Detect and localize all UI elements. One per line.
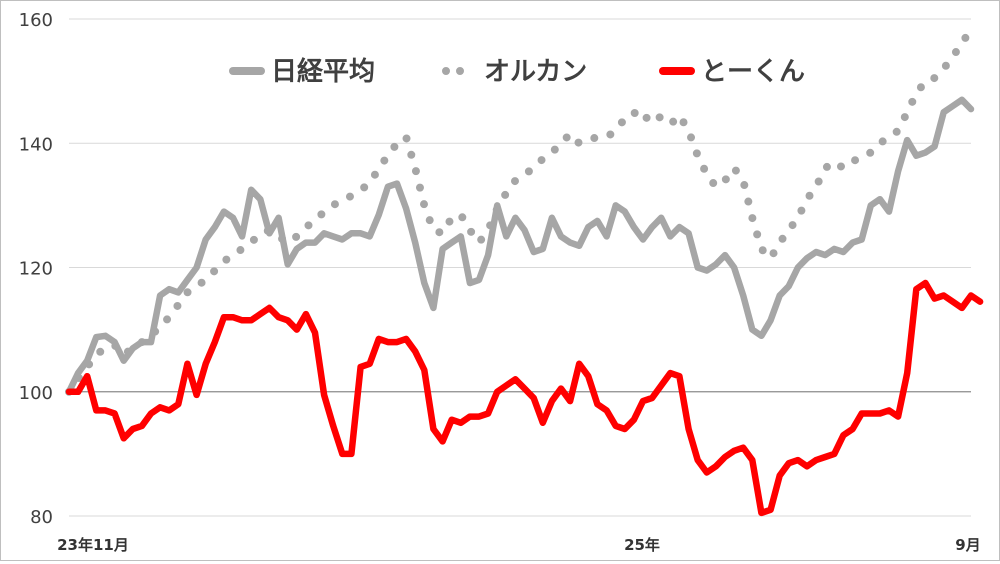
legend-label: オルカン: [484, 57, 587, 87]
legend-label: とーくん: [701, 57, 805, 87]
x-tick-label: 9月: [955, 536, 980, 554]
series-line-0: [65, 96, 975, 396]
x-tick-label: 25年: [624, 536, 660, 554]
series-line-2: [65, 279, 984, 517]
y-tick-label: 100: [19, 383, 53, 404]
legend-label: 日経平均: [271, 56, 375, 87]
gridlines: [69, 18, 971, 517]
x-tick-label: 23年11月: [57, 536, 129, 554]
y-tick-label: 80: [30, 507, 53, 528]
y-tick-label: 160: [19, 10, 53, 31]
y-axis-ticks: 80 100 120 140 160: [19, 10, 53, 528]
series-lines: [65, 24, 984, 517]
x-axis-ticks: 23年11月 25年 9月: [57, 536, 981, 554]
y-tick-label: 140: [19, 134, 53, 155]
y-tick-label: 120: [19, 259, 53, 280]
legend: 日経平均 オルカン とーくん: [229, 56, 805, 87]
